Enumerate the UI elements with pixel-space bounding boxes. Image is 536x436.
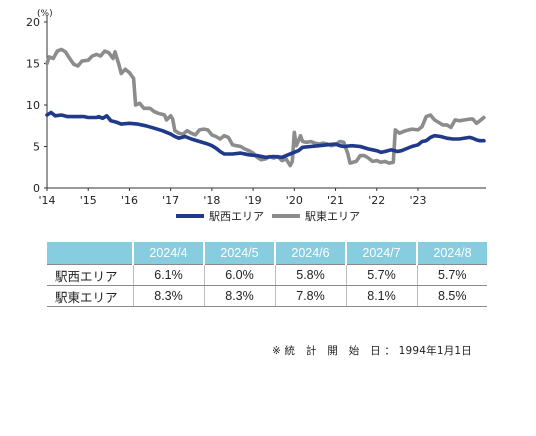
chart-axes <box>46 16 486 189</box>
row-label: 駅東エリア <box>47 285 134 307</box>
table-cell: 6.0% <box>204 264 276 286</box>
table-header-row: 2024/4 2024/5 2024/6 2024/7 2024/8 <box>47 242 487 265</box>
table-cell: 7.8% <box>275 285 347 307</box>
column-header: 2024/7 <box>346 242 418 265</box>
column-header: 2024/8 <box>417 242 487 265</box>
legend-label-east: 駅東エリア <box>305 210 360 223</box>
x-tick-label: '22 <box>368 194 385 207</box>
x-axis-ticks: '14 '15 '16 '17 '18 '19 '20 '21 '22 '23 <box>38 188 427 207</box>
x-tick-label: '21 <box>327 194 344 207</box>
x-tick-label: '14 <box>38 194 55 207</box>
rate-table: 2024/4 2024/5 2024/6 2024/7 2024/8 駅西エリア… <box>47 242 487 307</box>
column-header: 2024/5 <box>204 242 276 265</box>
y-tick-label: 5 <box>33 141 40 154</box>
table-cell: 8.5% <box>417 285 487 307</box>
table-cell: 8.3% <box>133 285 205 307</box>
column-header: 2024/4 <box>133 242 205 265</box>
y-tick-label: 15 <box>26 58 40 71</box>
x-tick-label: '20 <box>286 194 303 207</box>
table-cell: 5.7% <box>417 264 487 286</box>
y-axis-ticks: 0 5 10 15 20 <box>26 16 47 195</box>
y-tick-label: 20 <box>26 16 40 29</box>
y-axis-unit: (%) <box>37 9 53 19</box>
series-line-east <box>45 47 486 168</box>
statistics-start-note: ※ 統 計 開 始 日 ： 1994年1月1日 <box>272 345 472 357</box>
table-row: 駅西エリア 6.1% 6.0% 5.8% 5.7% 5.7% <box>47 264 487 286</box>
legend-label-west: 駅西エリア <box>209 210 264 223</box>
table-row: 駅東エリア 8.3% 8.3% 7.8% 8.1% 8.5% <box>47 285 487 307</box>
table-cell: 6.1% <box>133 264 205 286</box>
x-tick-label: '19 <box>245 194 262 207</box>
x-tick-label: '17 <box>162 194 179 207</box>
x-tick-label: '18 <box>203 194 220 207</box>
x-tick-label: '15 <box>80 194 97 207</box>
table-cell: 5.7% <box>346 264 418 286</box>
row-label: 駅西エリア <box>47 264 134 286</box>
chart-legend: 駅西エリア 駅東エリア <box>176 210 360 223</box>
series-line-west <box>45 110 486 160</box>
table-cell: 8.1% <box>346 285 418 307</box>
column-header: 2024/6 <box>275 242 347 265</box>
chart-series <box>45 47 486 168</box>
y-tick-label: 0 <box>33 182 40 195</box>
y-tick-label: 10 <box>26 99 40 112</box>
x-tick-label: '23 <box>409 194 426 207</box>
table-cell: 5.8% <box>275 264 347 286</box>
x-tick-label: '16 <box>121 194 138 207</box>
table-corner <box>47 242 134 265</box>
table-cell: 8.3% <box>204 285 276 307</box>
